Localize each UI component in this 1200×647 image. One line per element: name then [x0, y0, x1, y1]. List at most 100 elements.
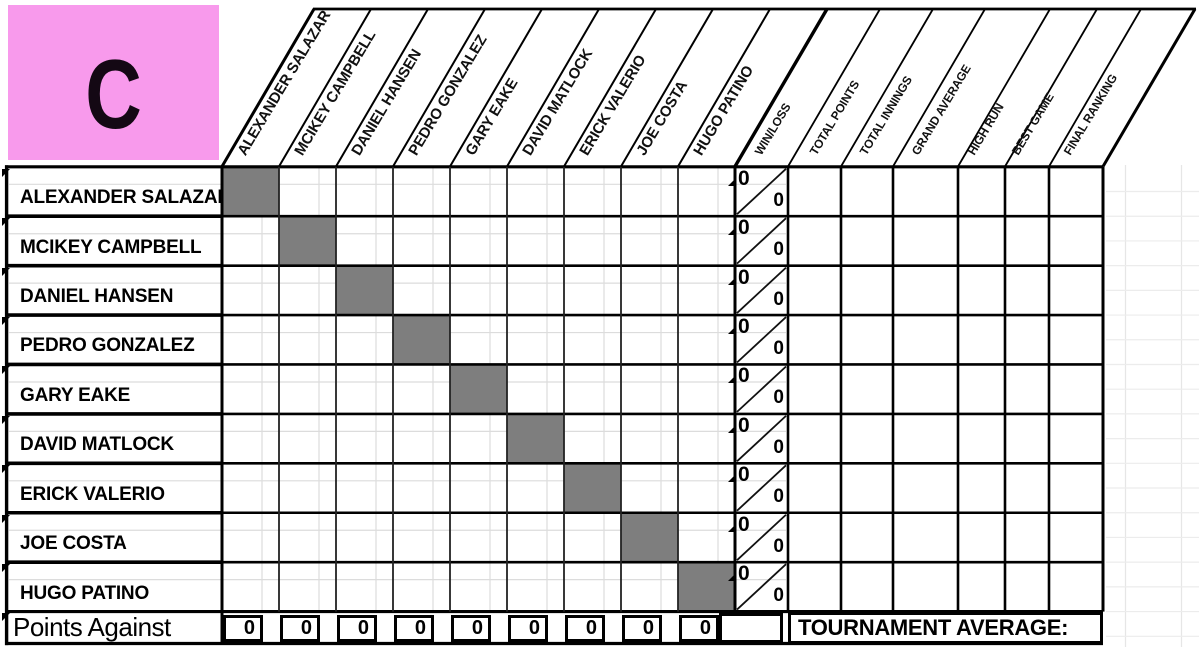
stat-cell[interactable] — [1049, 167, 1103, 216]
match-score-cell[interactable] — [621, 315, 678, 364]
tournament-average-box[interactable]: TOURNAMENT AVERAGE: — [788, 612, 1103, 644]
stat-cell[interactable] — [841, 463, 893, 512]
match-score-cell[interactable] — [507, 364, 564, 413]
match-score-cell[interactable] — [336, 315, 393, 364]
match-score-cell[interactable] — [450, 463, 507, 512]
match-score-cell[interactable] — [678, 513, 735, 562]
match-score-cell[interactable] — [222, 513, 279, 562]
match-score-cell[interactable] — [507, 463, 564, 512]
points-against-value[interactable]: 0 — [223, 614, 263, 642]
stat-cell[interactable] — [841, 167, 893, 216]
match-score-cell[interactable] — [450, 562, 507, 611]
points-against-value[interactable]: 0 — [280, 614, 320, 642]
match-score-cell[interactable] — [564, 216, 621, 265]
match-score-cell[interactable] — [564, 414, 621, 463]
match-score-cell[interactable] — [279, 315, 336, 364]
stat-cell[interactable] — [1049, 562, 1103, 611]
match-score-cell[interactable] — [222, 364, 279, 413]
match-score-cell[interactable] — [564, 562, 621, 611]
stat-cell[interactable] — [788, 513, 841, 562]
match-score-cell[interactable] — [279, 463, 336, 512]
stat-cell[interactable] — [1049, 463, 1103, 512]
match-score-cell[interactable] — [222, 463, 279, 512]
match-score-cell[interactable] — [678, 167, 735, 216]
match-score-cell[interactable] — [279, 414, 336, 463]
match-score-cell[interactable] — [621, 364, 678, 413]
stat-cell[interactable] — [1049, 364, 1103, 413]
stat-cell[interactable] — [1049, 216, 1103, 265]
match-score-cell[interactable] — [279, 266, 336, 315]
match-score-cell[interactable] — [564, 364, 621, 413]
match-score-cell[interactable] — [621, 216, 678, 265]
match-score-cell[interactable] — [564, 266, 621, 315]
stat-cell[interactable] — [958, 364, 1005, 413]
match-score-cell[interactable] — [222, 562, 279, 611]
stat-cell[interactable] — [958, 216, 1005, 265]
match-score-cell[interactable] — [279, 167, 336, 216]
match-score-cell[interactable] — [678, 414, 735, 463]
stat-cell[interactable] — [1005, 364, 1049, 413]
match-score-cell[interactable] — [336, 216, 393, 265]
match-score-cell[interactable] — [279, 364, 336, 413]
match-score-cell[interactable] — [621, 266, 678, 315]
stat-cell[interactable] — [841, 513, 893, 562]
stat-cell[interactable] — [841, 414, 893, 463]
match-score-cell[interactable] — [564, 513, 621, 562]
stat-cell[interactable] — [1005, 414, 1049, 463]
match-score-cell[interactable] — [336, 513, 393, 562]
points-against-value[interactable]: 0 — [565, 614, 605, 642]
match-score-cell[interactable] — [450, 513, 507, 562]
stat-cell[interactable] — [1049, 414, 1103, 463]
stat-cell[interactable] — [1005, 167, 1049, 216]
match-score-cell[interactable] — [507, 315, 564, 364]
match-score-cell[interactable] — [507, 167, 564, 216]
stat-cell[interactable] — [788, 463, 841, 512]
match-score-cell[interactable] — [564, 315, 621, 364]
match-score-cell[interactable] — [507, 216, 564, 265]
stat-cell[interactable] — [1005, 463, 1049, 512]
match-score-cell[interactable] — [678, 266, 735, 315]
stat-cell[interactable] — [1005, 562, 1049, 611]
stat-cell[interactable] — [958, 513, 1005, 562]
match-score-cell[interactable] — [336, 167, 393, 216]
match-score-cell[interactable] — [393, 167, 450, 216]
points-against-value[interactable]: 0 — [622, 614, 662, 642]
match-score-cell[interactable] — [507, 562, 564, 611]
match-score-cell[interactable] — [222, 315, 279, 364]
stat-cell[interactable] — [841, 315, 893, 364]
stat-cell[interactable] — [1049, 266, 1103, 315]
stat-cell[interactable] — [841, 562, 893, 611]
match-score-cell[interactable] — [336, 364, 393, 413]
stat-cell[interactable] — [788, 266, 841, 315]
stat-cell[interactable] — [1049, 513, 1103, 562]
stat-cell[interactable] — [841, 364, 893, 413]
match-score-cell[interactable] — [393, 216, 450, 265]
stat-cell[interactable] — [841, 216, 893, 265]
stat-cell[interactable] — [1005, 216, 1049, 265]
stat-cell[interactable] — [958, 167, 1005, 216]
match-score-cell[interactable] — [336, 414, 393, 463]
stat-cell[interactable] — [788, 364, 841, 413]
stat-cell[interactable] — [893, 513, 958, 562]
match-score-cell[interactable] — [450, 414, 507, 463]
points-against-value[interactable]: 0 — [679, 614, 719, 642]
match-score-cell[interactable] — [336, 463, 393, 512]
match-score-cell[interactable] — [621, 463, 678, 512]
stat-cell[interactable] — [893, 167, 958, 216]
stat-cell[interactable] — [788, 414, 841, 463]
stat-cell[interactable] — [893, 216, 958, 265]
match-score-cell[interactable] — [336, 562, 393, 611]
points-against-value[interactable]: 0 — [337, 614, 377, 642]
stat-cell[interactable] — [893, 315, 958, 364]
stat-cell[interactable] — [893, 364, 958, 413]
stat-cell[interactable] — [1049, 315, 1103, 364]
match-score-cell[interactable] — [507, 266, 564, 315]
points-against-value[interactable]: 0 — [394, 614, 434, 642]
match-score-cell[interactable] — [393, 266, 450, 315]
match-score-cell[interactable] — [621, 167, 678, 216]
win-loss-footer-cell[interactable] — [719, 613, 783, 643]
stat-cell[interactable] — [788, 216, 841, 265]
stat-cell[interactable] — [1005, 513, 1049, 562]
stat-cell[interactable] — [841, 266, 893, 315]
match-score-cell[interactable] — [393, 414, 450, 463]
